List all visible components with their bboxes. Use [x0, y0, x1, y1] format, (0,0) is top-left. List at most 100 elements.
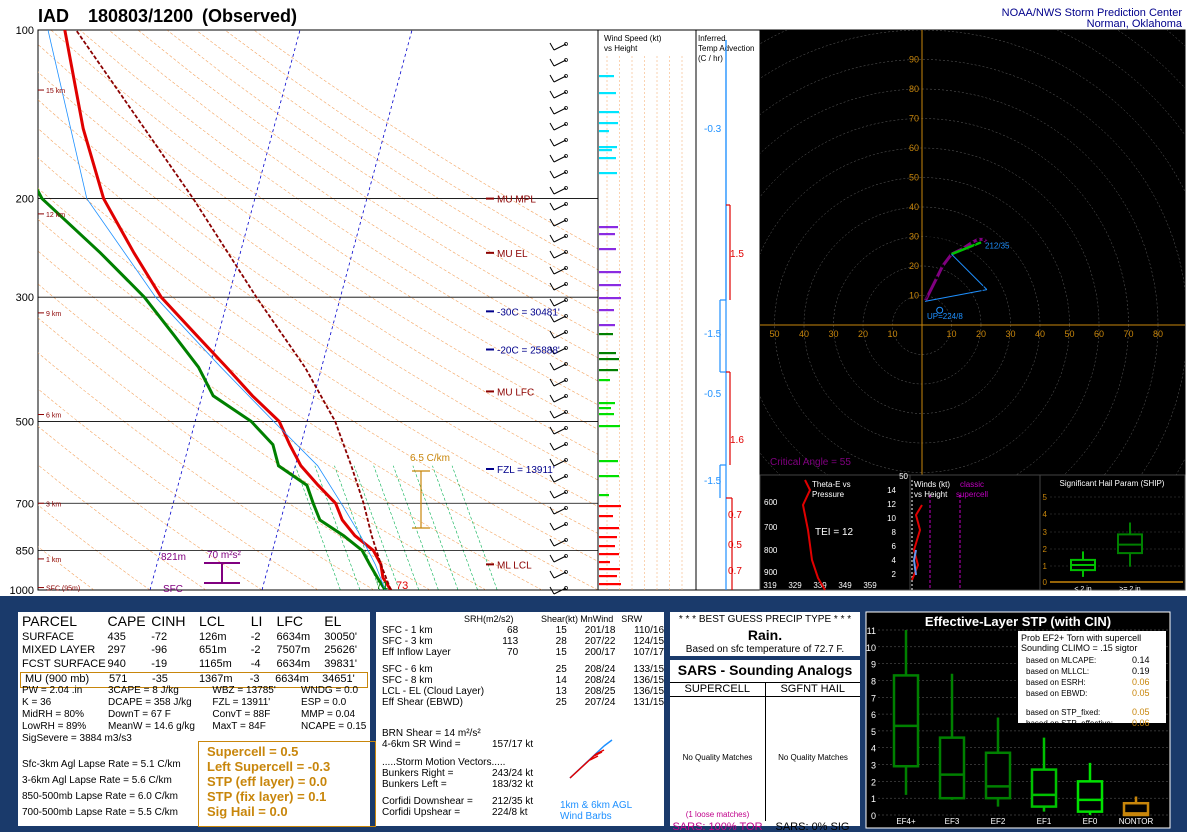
ship-y-label: 3 [1043, 528, 1048, 537]
theta-pressure-label: 900 [764, 568, 778, 577]
theta-pressure-label: 700 [764, 523, 778, 532]
level-label: -20C = 25888' [497, 346, 560, 357]
stp-prob-value: 0.19 [1132, 666, 1150, 676]
wind-speed-bar [599, 407, 611, 409]
stp-prob-label: based on MLCAPE: [1026, 656, 1096, 665]
level-label: -30C = 30481' [497, 307, 560, 318]
pressure-label: 1000 [10, 585, 34, 597]
kin-cell: 110/16 [615, 625, 664, 636]
storm-motion-value: 212/35 kt [492, 796, 533, 807]
kin-cell: 14 [518, 675, 567, 686]
parcel-header: LI [251, 613, 277, 631]
thermo-value: ConvT = 88F [212, 709, 301, 721]
wind-speed-bar [599, 352, 616, 354]
barb-label-2: Wind Barbs [560, 811, 612, 824]
hodo-x-label: 40 [799, 329, 809, 339]
wind-speed-bar [599, 92, 616, 94]
wind-speed-panel: Wind Speed (kt) vs Height 20406080100120 [598, 30, 696, 607]
windh-subtitle: vs Height [914, 490, 948, 499]
pressure-label: 100 [16, 25, 34, 37]
rm-label: 243/24 RM [993, 294, 1032, 303]
thermo-value: WBZ = 13785' [212, 685, 301, 697]
stp-box [986, 753, 1010, 798]
composite-value: STP (fix layer) = 0.1 [207, 789, 367, 804]
thermo-value: K = 36 [22, 697, 108, 709]
hodo-y-label: 80 [909, 84, 919, 94]
wind-speed-bar [599, 561, 610, 563]
windh-height-label: 6 [892, 542, 897, 551]
thermo-value: FZL = 13911' [212, 697, 301, 709]
hodograph-point [935, 276, 938, 279]
windh-height-label: 14 [887, 486, 896, 495]
composite-value: Left Supercell = -0.3 [207, 759, 367, 774]
stp-prob-label: based on EBWD: [1026, 689, 1087, 698]
hodo-x-label: 20 [976, 329, 986, 339]
parcel-cell: 1165m [199, 658, 251, 672]
precip-panel: * * * BEST GUESS PRECIP TYPE * * * Rain.… [670, 612, 860, 656]
height-label: 1 km [46, 557, 61, 564]
theta-subtitle: Pressure [812, 490, 845, 499]
parcel-header: CINH [151, 613, 199, 631]
ship-y-label: 1 [1043, 562, 1048, 571]
storm-motion-label: Corfidi Upshear = [382, 807, 492, 818]
stp-prob-value: 0.05 [1132, 688, 1150, 698]
temp-adv-value: 0.7 [728, 566, 742, 577]
wind-speed-bar [599, 309, 614, 311]
parcel-cell: 435 [108, 631, 152, 645]
stp-prob-value: 0.06 [1132, 718, 1150, 728]
sfc-dewpoint: 71 [376, 580, 388, 592]
kin-cell [489, 675, 518, 686]
temp-advection-panel: Inferred Temp Advection (C / hr) -0.31.5… [696, 30, 760, 590]
wind-speed-bar [599, 568, 620, 570]
parcel-cell: SURFACE [22, 631, 108, 645]
hodo-x-label: 70 [1123, 329, 1133, 339]
pressure-label: 300 [16, 292, 34, 304]
temp-adv-value: -0.3 [704, 124, 722, 135]
parcel-cell: 126m [199, 631, 251, 645]
parcel-cell: -96 [151, 644, 199, 658]
hodo-height-label: 9 [924, 293, 928, 300]
parcel-cell: 6634m [277, 658, 325, 672]
kinematic-barbs [564, 738, 624, 788]
kin-cell: 133/15 [615, 664, 664, 675]
temp-adv-value: -0.5 [704, 389, 722, 400]
stp-box [940, 738, 964, 799]
stp-panel: Effective-Layer STP (with CIN)1110987654… [866, 612, 1170, 828]
level-label: MU MPL [497, 195, 536, 206]
stp-prob-value: 0.14 [1132, 655, 1150, 665]
wind-speed-bar [599, 536, 617, 538]
pressure-label: 500 [16, 416, 34, 428]
level-label: MU EL [497, 249, 528, 260]
theta-pressure-label: 600 [764, 498, 778, 507]
kin-cell: 25 [518, 664, 567, 675]
kin-cell: 208/25 [567, 686, 616, 697]
wind-speed-bar [599, 172, 617, 174]
parcel-cell: 25626' [324, 644, 370, 658]
parcel-header: LCL [199, 613, 251, 631]
wind-speed-bar [599, 425, 620, 427]
wind-speed-bar [599, 553, 619, 555]
level-label: FZL = 13911' [497, 465, 555, 476]
wind-speed-bar [599, 122, 618, 124]
windh-height-label: 2 [892, 570, 897, 579]
parcel-cell: 30050' [324, 631, 370, 645]
theta-title: Theta-E vs [812, 480, 851, 489]
wind-speed-bar [599, 402, 615, 404]
supercell-label: supercell [956, 490, 988, 499]
windh-height-label: 8 [892, 528, 897, 537]
kin-cell: Eff Inflow Layer [382, 647, 489, 658]
hodo-y-label: 70 [909, 114, 919, 124]
kin-cell: SFC - 1 km [382, 625, 489, 636]
tei-label: TEI = 12 [815, 527, 854, 538]
kin-cell: LCL - EL (Cloud Layer) [382, 686, 489, 697]
kin-header-blank [382, 614, 464, 625]
wind-speed-bar [599, 149, 612, 151]
